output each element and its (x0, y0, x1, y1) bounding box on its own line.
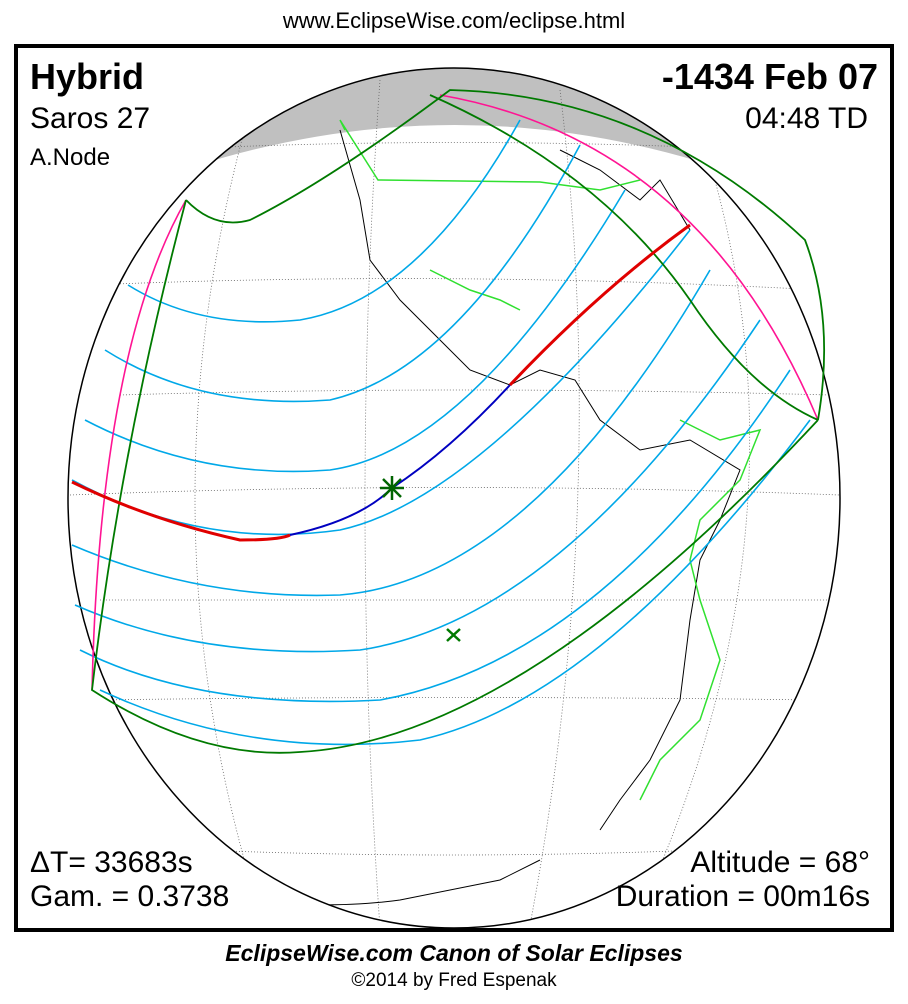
globe-outline (67, 67, 841, 929)
central-line-total (71, 480, 291, 542)
map-frame (14, 44, 894, 932)
graticule (69, 79, 840, 928)
gamma: Gam. = 0.3738 (30, 880, 230, 913)
central-line-total-2 (508, 223, 691, 387)
eclipse-type: Hybrid (30, 56, 145, 97)
altitude: Altitude = 68° (690, 846, 870, 879)
footer-copyright: ©2014 by Fred Espenak (351, 970, 557, 991)
eclipse-time: 04:48 TD (745, 102, 868, 135)
footer-title: EclipseWise.com Canon of Solar Eclipses (225, 940, 683, 966)
delta-t: ΔT= 33683s (30, 846, 193, 879)
header-url: www.EclipseWise.com/eclipse.html (282, 8, 626, 33)
time-lines (71, 119, 811, 746)
duration: Duration = 00m16s (615, 880, 870, 913)
penumbral-limits (91, 89, 826, 754)
eclipse-date: -1434 Feb 07 (661, 56, 878, 97)
greatest-eclipse-star-icon (380, 476, 404, 500)
rise-set-curves (91, 94, 819, 691)
saros-number: Saros 27 (30, 102, 151, 135)
greatest-duration-x-icon (446, 628, 461, 642)
node: A.Node (30, 144, 111, 171)
